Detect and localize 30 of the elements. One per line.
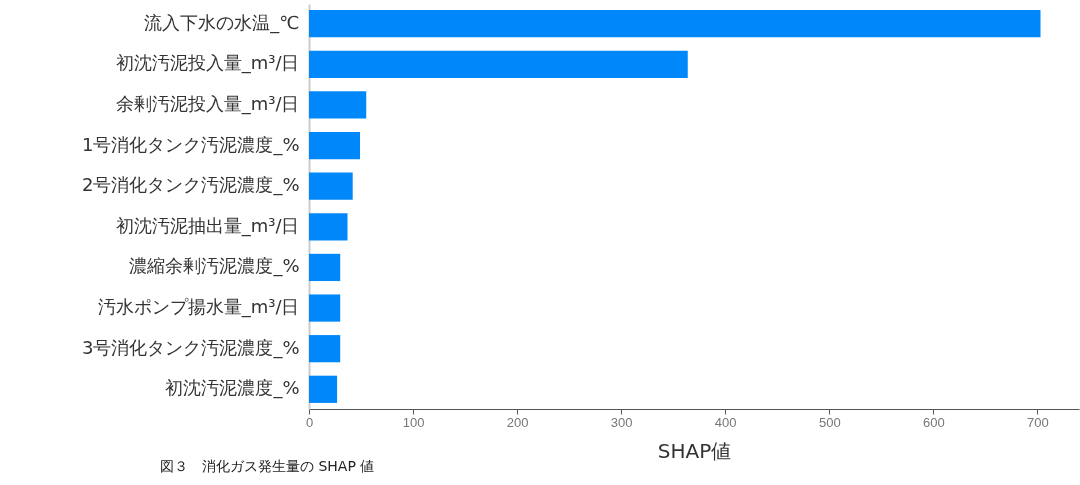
y-tick-label: 濃縮余剰汚泥濃度_% bbox=[129, 255, 300, 278]
x-tick-label: 700 bbox=[1027, 414, 1049, 430]
y-tick-label: 3号消化タンク汚泥濃度_% bbox=[81, 336, 300, 359]
bar bbox=[309, 91, 367, 119]
bar bbox=[309, 172, 353, 200]
y-tick-label: 初沈汚泥濃度_% bbox=[165, 377, 300, 400]
x-tick-label: 600 bbox=[922, 414, 945, 430]
x-tick-label: 100 bbox=[402, 414, 425, 430]
bar bbox=[309, 253, 341, 282]
y-tick-label: 余剰汚泥投入量_m³/日 bbox=[115, 92, 300, 115]
bar bbox=[309, 213, 348, 241]
bar bbox=[309, 50, 688, 78]
bar bbox=[309, 375, 338, 403]
bar bbox=[309, 131, 360, 160]
x-tick-label: 0 bbox=[305, 414, 314, 430]
x-tick-label: 300 bbox=[610, 414, 633, 430]
bar bbox=[309, 294, 341, 322]
y-tick-label: 2号消化タンク汚泥濃度_% bbox=[81, 174, 300, 197]
y-tick-label: 流入下水の水温_℃ bbox=[144, 11, 300, 34]
caption: 図３ 消化ガス発生量の SHAP 値 bbox=[160, 458, 375, 476]
bar bbox=[309, 10, 1041, 38]
y-tick-label: 初沈汚泥投入量_m³/日 bbox=[115, 52, 300, 75]
x-tick-label: 400 bbox=[714, 414, 737, 430]
y-tick-label: 初沈汚泥抽出量_m³/日 bbox=[115, 214, 300, 237]
x-tick-label: 200 bbox=[506, 414, 529, 430]
x-tick-label: 500 bbox=[818, 414, 841, 430]
x-axis-title: SHAP値 bbox=[657, 438, 732, 463]
bar bbox=[309, 335, 341, 363]
y-tick-label: 1号消化タンク汚泥濃度_% bbox=[81, 133, 300, 156]
y-tick-label: 汚水ポンプ揚水量_m³/日 bbox=[97, 296, 300, 319]
